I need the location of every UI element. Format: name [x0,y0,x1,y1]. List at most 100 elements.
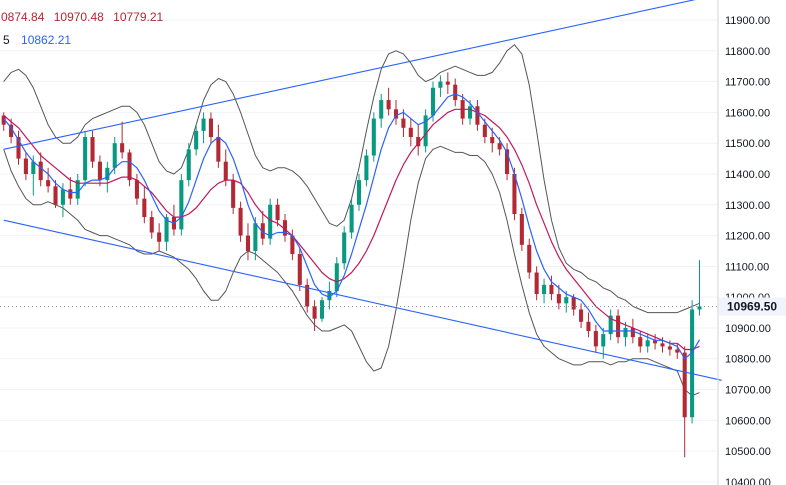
candle-body [134,180,139,199]
candle-body [38,161,43,181]
candle-body [275,204,280,221]
tick-label: 11600.00 [725,107,770,119]
candle-body [334,263,339,291]
candle-body [223,161,228,181]
candle [593,324,598,353]
candle [386,87,391,116]
candle [356,173,362,211]
candle-body [149,217,154,233]
price-axis[interactable]: 11900.00 11800.00 11700.00 11600.00 11500.00… [717,0,771,485]
candle [127,149,132,187]
candle-body [430,87,436,116]
candle-body [623,327,628,338]
candle-body [201,118,206,131]
candle [379,93,384,128]
legend-ma-period: 5 [3,33,10,47]
candle-body [282,220,288,236]
candle [453,78,458,107]
candle [519,207,524,251]
candle [83,130,88,187]
candle [542,278,547,304]
candle [297,247,302,291]
candle [556,284,561,310]
candle-body [579,309,584,322]
candle [608,309,613,341]
candle-body [120,143,125,153]
legend-ohlc-high: 10970.48 [54,10,104,24]
candle [68,177,73,205]
candle [149,210,154,239]
candle-body [601,334,606,347]
candle-body [260,223,265,239]
candle [423,109,428,153]
candle-body [245,235,251,251]
candle-body [653,340,658,344]
candle-body [616,315,621,338]
candle-body [371,118,376,156]
candle-body [238,207,243,236]
candle-body [593,331,598,347]
candle [16,130,21,165]
candle [282,214,288,242]
candle-body [697,306,702,310]
legend-ma-value: 10862.21 [21,33,71,47]
candle-body [97,161,102,181]
candle-body [534,272,539,295]
candle-body [542,284,547,295]
candle-body [23,158,28,174]
candle-body [90,137,95,162]
candle [142,186,147,224]
candle [401,109,406,138]
candle-body [356,180,362,205]
candle-body [645,340,650,347]
tick-label: 10600.00 [725,415,771,427]
trendline [3,219,722,381]
candle [549,275,554,301]
candle-body [305,284,310,307]
tick-label: 11200.00 [725,231,770,243]
bollinger-bands [3,44,700,397]
candle [290,229,295,261]
candle [393,100,399,125]
candle [253,217,258,261]
candle-body [127,152,132,181]
candle-body [423,115,428,147]
candle [416,124,421,156]
candle-body [75,180,80,199]
candle-body [364,155,369,181]
candle [186,143,191,187]
candle [238,201,243,242]
candle-body [638,337,643,347]
candle [268,198,273,245]
candle-body [475,106,480,125]
candle-body [401,118,406,128]
candle [46,167,51,193]
tick-label: 11700.00 [725,77,770,89]
candle [690,300,695,424]
tick-label: 10400.00 [725,477,771,485]
candle [260,210,265,245]
candle-body [297,254,302,285]
candle-body [393,109,399,119]
candle [445,72,450,94]
svg-text:0874.84 10970.48: 0874.84 10970.48 10779.21 [1,10,164,24]
tick-label: 11300.00 [725,200,770,212]
candle [682,346,687,458]
grid-lines [0,19,718,483]
candle-body [16,137,21,159]
candle [364,149,369,187]
candle-body [379,100,384,119]
candle [275,198,280,227]
candle-body [519,214,524,245]
candle-body [268,204,273,239]
candle [527,238,532,279]
candle-body [179,180,184,230]
candle-body [231,180,236,208]
candle [75,173,80,205]
candle-body [482,124,487,138]
candle [505,143,510,181]
candle [579,303,584,328]
candle [23,152,28,181]
